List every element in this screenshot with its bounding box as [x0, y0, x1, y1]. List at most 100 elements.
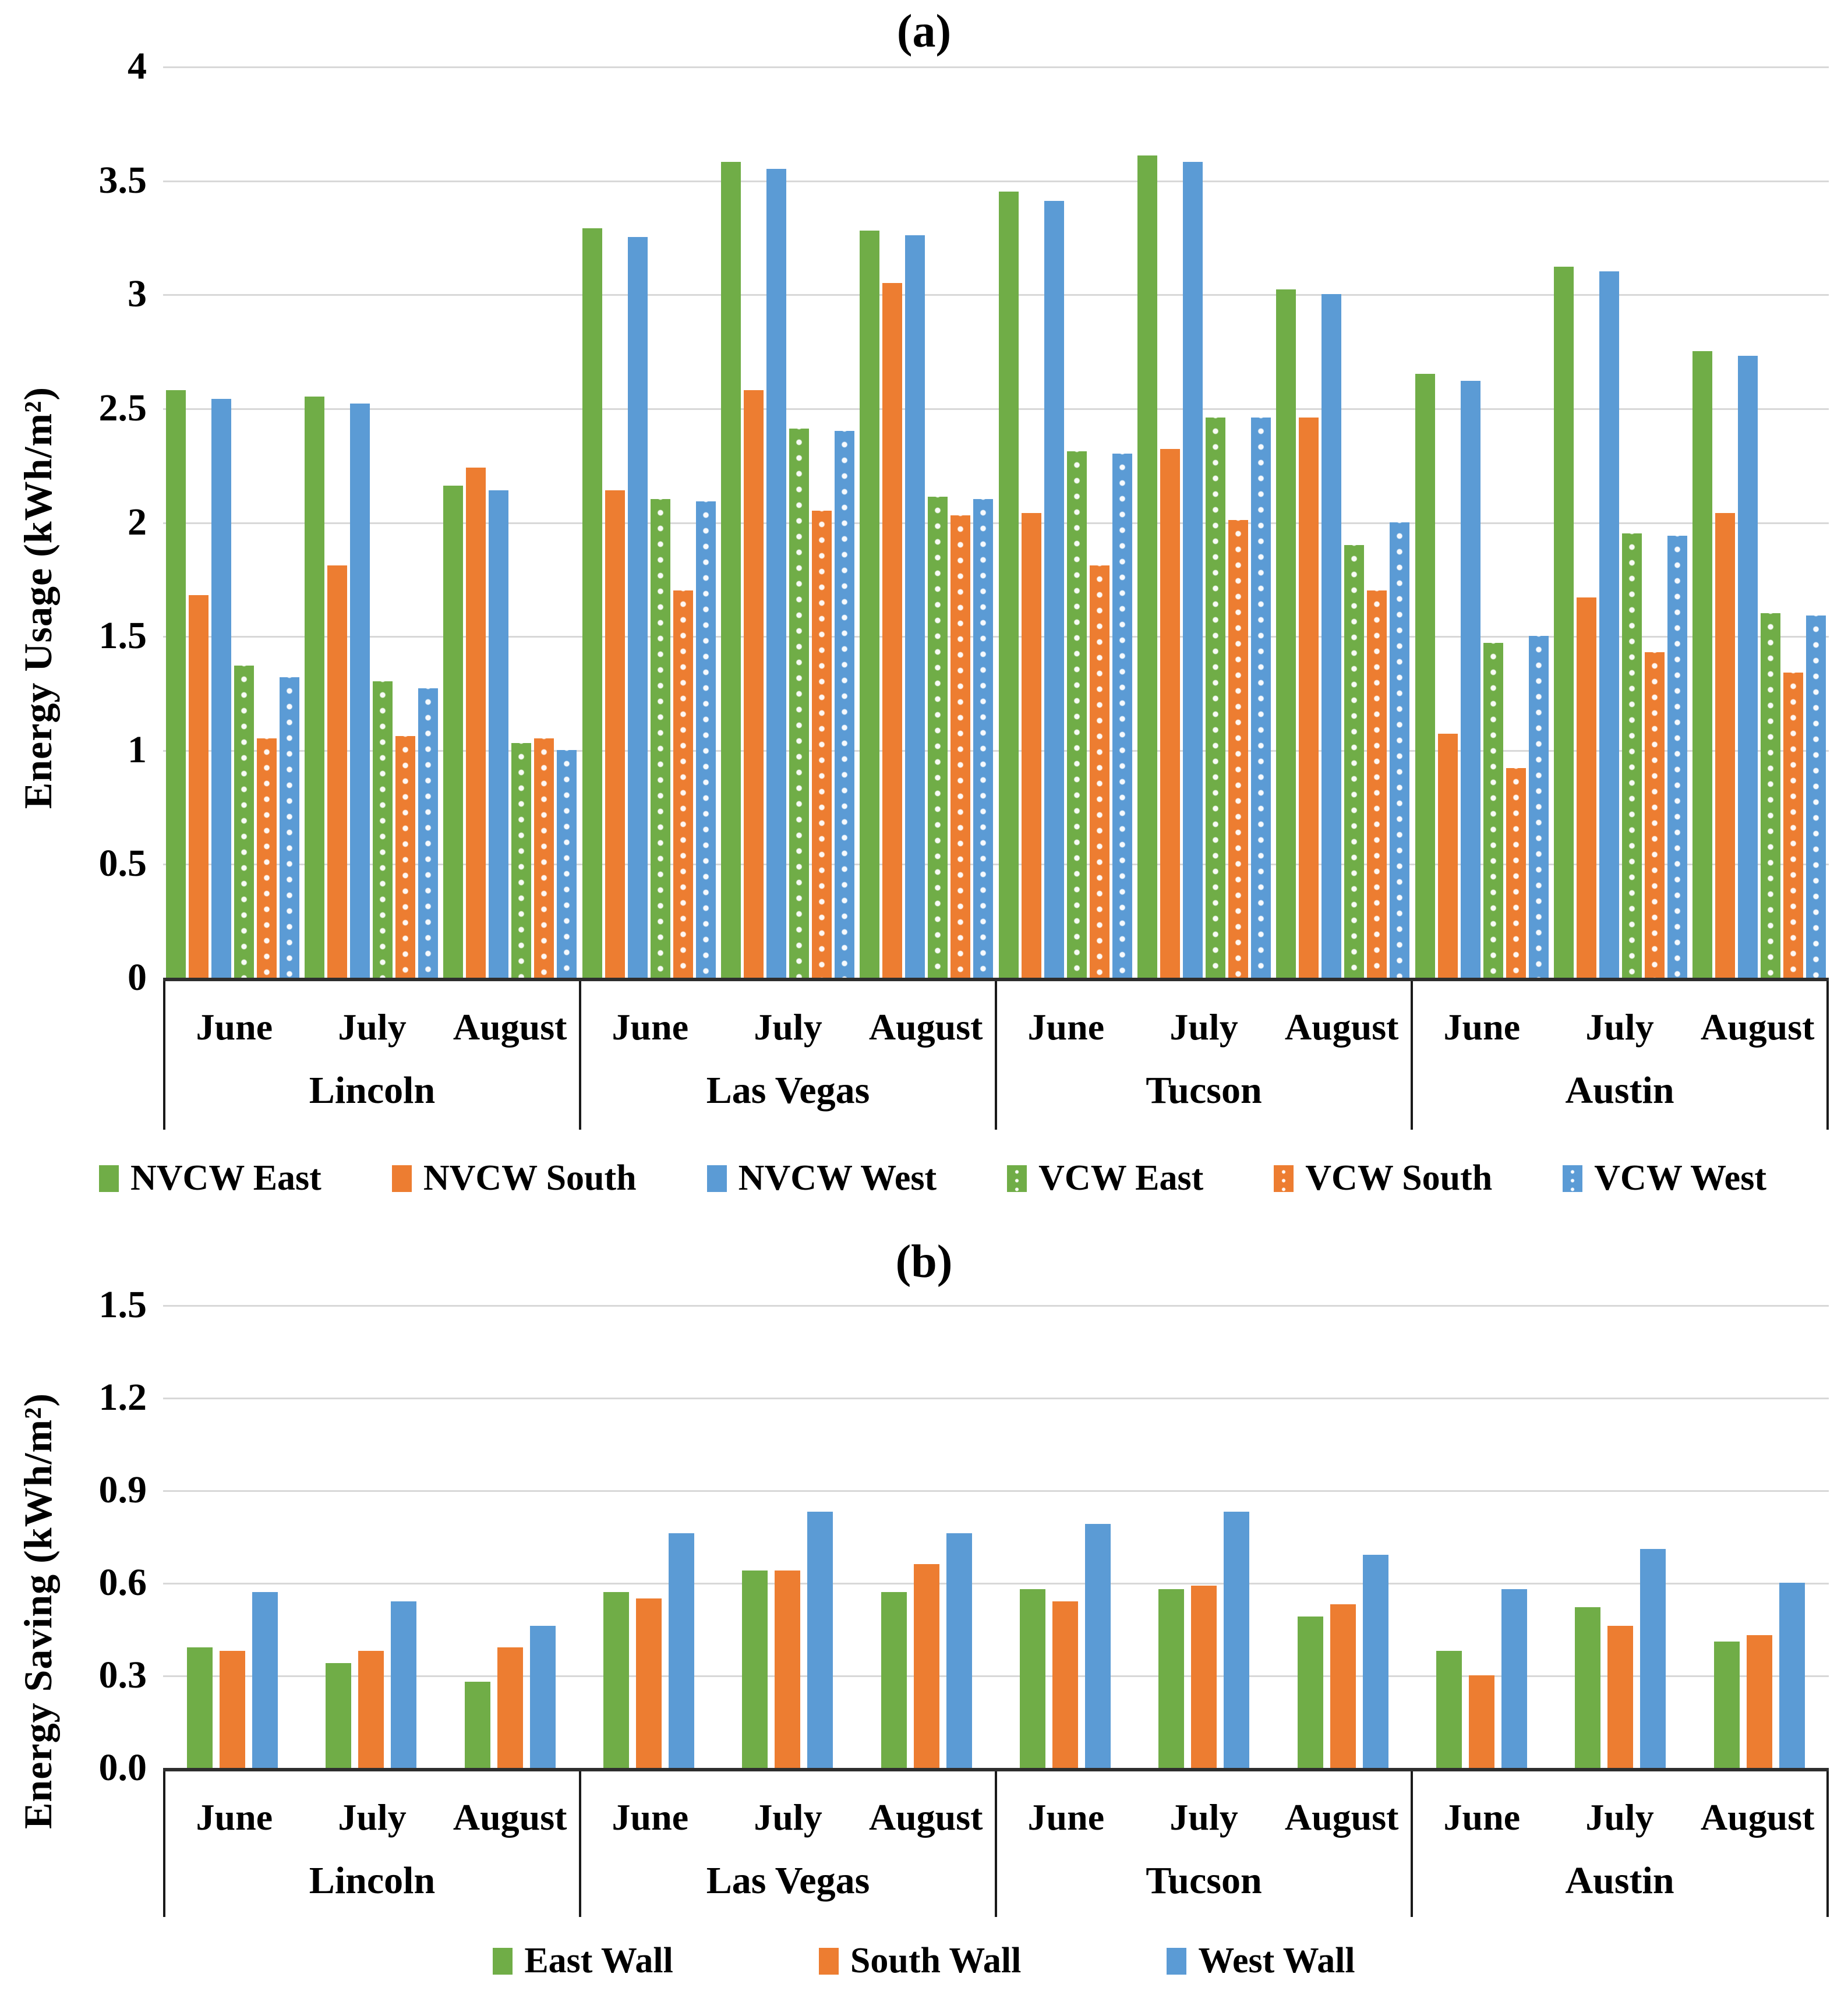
bar-nvcw-west-tucson-july: [1182, 162, 1203, 978]
month-label-july: July: [1169, 1006, 1238, 1048]
bar-nvcw-south-las-vegas-july: [743, 390, 764, 978]
legend-swatch-east-wall: [493, 1947, 513, 1975]
month-label-august: August: [868, 1006, 983, 1048]
month-label-june: June: [612, 1006, 689, 1048]
bar-vcw-west-tucson-july: [1250, 417, 1271, 978]
month-label-july: July: [754, 1006, 822, 1048]
legend-label-nvcw-east: NVCW East: [130, 1158, 321, 1198]
legend-label-south-wall: South Wall: [850, 1941, 1022, 1980]
bar-nvcw-west-las-vegas-june: [627, 237, 648, 978]
bar-group-tucson-august: [1274, 66, 1412, 978]
legend-item-west-wall: West Wall: [1167, 1940, 1355, 1982]
bar-south-wall-austin-july: [1607, 1626, 1634, 1768]
city-label-las-vegas: Las Vegas: [706, 1069, 870, 1112]
gridline: [163, 294, 1829, 296]
legend-b: East Wall South Wall West Wall: [0, 1940, 1848, 1982]
bar-nvcw-south-tucson-july: [1160, 449, 1180, 978]
bar-south-wall-tucson-august: [1330, 1604, 1356, 1768]
bar-nvcw-east-tucson-august: [1276, 289, 1296, 978]
city-label-tucson: Tucson: [1146, 1069, 1262, 1112]
bar-group-austin-june: [1412, 1305, 1551, 1768]
x-axis-city-austin: June July August Austin: [1411, 1771, 1829, 1917]
bar-west-wall-tucson-july: [1224, 1512, 1250, 1768]
plot-area-a: [163, 66, 1829, 978]
y-tick-label-0: 0: [128, 956, 147, 999]
bar-nvcw-west-austin-june: [1460, 380, 1480, 978]
bar-nvcw-west-las-vegas-july: [766, 169, 786, 978]
bar-group-austin-august: [1690, 1305, 1829, 1768]
gridline: [163, 1675, 1829, 1677]
bar-west-wall-las-vegas-august: [946, 1533, 972, 1768]
month-label-june: June: [1443, 1796, 1521, 1838]
gridline: [163, 864, 1829, 866]
months-row-austin: June July August: [1413, 981, 1826, 1049]
bar-nvcw-east-tucson-june: [998, 192, 1019, 978]
month-label-july: July: [754, 1796, 822, 1838]
bar-west-wall-las-vegas-july: [807, 1512, 833, 1768]
bar-vcw-west-austin-june: [1528, 636, 1549, 978]
bar-east-wall-tucson-june: [1020, 1589, 1046, 1768]
y-tick-label-0-9: 0.9: [98, 1469, 147, 1511]
bar-east-wall-austin-july: [1575, 1607, 1601, 1768]
gridline: [163, 1398, 1829, 1399]
bar-vcw-east-tucson-june: [1066, 451, 1087, 978]
legend-label-nvcw-south: NVCW South: [423, 1158, 637, 1198]
months-row-austin: June July August: [1413, 1771, 1826, 1839]
bar-nvcw-south-tucson-june: [1021, 512, 1041, 978]
city-label-tucson: Tucson: [1146, 1859, 1262, 1902]
legend-swatch-south-wall: [818, 1947, 839, 1975]
month-label-july: July: [1585, 1796, 1654, 1838]
bar-vcw-west-lincoln-july: [418, 688, 438, 978]
bar-vcw-west-tucson-june: [1112, 454, 1132, 978]
bar-group-lincoln-august: [441, 66, 580, 978]
bar-nvcw-south-tucson-august: [1299, 417, 1319, 978]
gridline: [163, 180, 1829, 182]
bar-nvcw-south-lincoln-july: [327, 565, 347, 978]
y-tick-label-0-5: 0.5: [98, 842, 147, 885]
legend-item-vcw-west: VCW West: [1563, 1158, 1766, 1199]
bar-east-wall-austin-august: [1713, 1641, 1740, 1768]
bar-group-las-vegas-august: [857, 66, 996, 978]
bar-group-tucson-july: [1135, 1305, 1273, 1768]
bar-south-wall-tucson-july: [1191, 1586, 1217, 1768]
bar-group-las-vegas-august: [857, 1305, 996, 1768]
bar-nvcw-south-austin-june: [1437, 734, 1458, 978]
bar-vcw-south-tucson-august: [1367, 590, 1387, 978]
y-axis-title-a: Energy Usage (kWh/m²): [0, 66, 76, 1130]
bar-nvcw-east-austin-july: [1553, 267, 1574, 978]
legend-label-nvcw-west: NVCW West: [738, 1158, 937, 1198]
month-label-july: July: [338, 1006, 407, 1048]
bar-vcw-east-las-vegas-july: [789, 429, 809, 978]
legend-swatch-nvcw-west: [706, 1165, 727, 1192]
bar-vcw-east-las-vegas-june: [650, 499, 670, 978]
bar-west-wall-las-vegas-june: [669, 1533, 695, 1768]
bar-south-wall-austin-august: [1746, 1635, 1772, 1768]
bar-group-austin-july: [1551, 1305, 1690, 1768]
bar-nvcw-east-las-vegas-july: [720, 162, 741, 978]
city-bars-tucson: [996, 66, 1412, 978]
bar-south-wall-lincoln-june: [220, 1650, 246, 1768]
legend-label-west-wall: West Wall: [1198, 1941, 1355, 1980]
gridline: [163, 408, 1829, 410]
bar-east-wall-las-vegas-june: [603, 1591, 630, 1768]
bar-vcw-east-lincoln-june: [234, 666, 254, 978]
bar-east-wall-lincoln-july: [326, 1663, 352, 1768]
bar-nvcw-west-las-vegas-august: [905, 235, 925, 978]
city-label-lincoln: Lincoln: [309, 1859, 436, 1902]
bar-west-wall-tucson-august: [1362, 1555, 1388, 1768]
legend-label-vcw-east: VCW East: [1038, 1158, 1204, 1198]
legend-swatch-nvcw-east: [99, 1165, 119, 1192]
bar-west-wall-austin-august: [1779, 1583, 1805, 1768]
bar-nvcw-east-austin-june: [1415, 374, 1435, 978]
bar-group-lincoln-june: [163, 1305, 302, 1768]
month-label-july: July: [1585, 1006, 1654, 1048]
month-label-august: August: [453, 1796, 567, 1838]
x-axis-city-austin: June July August Austin: [1411, 981, 1829, 1130]
bar-group-lincoln-july: [302, 1305, 440, 1768]
city-label-austin: Austin: [1565, 1859, 1674, 1902]
city-bars-austin: [1412, 66, 1829, 978]
legend-swatch-nvcw-south: [391, 1165, 412, 1192]
bar-group-austin-july: [1551, 66, 1690, 978]
x-axis-label-box-a: June July August Lincoln June July August Las V…: [163, 978, 1829, 1130]
